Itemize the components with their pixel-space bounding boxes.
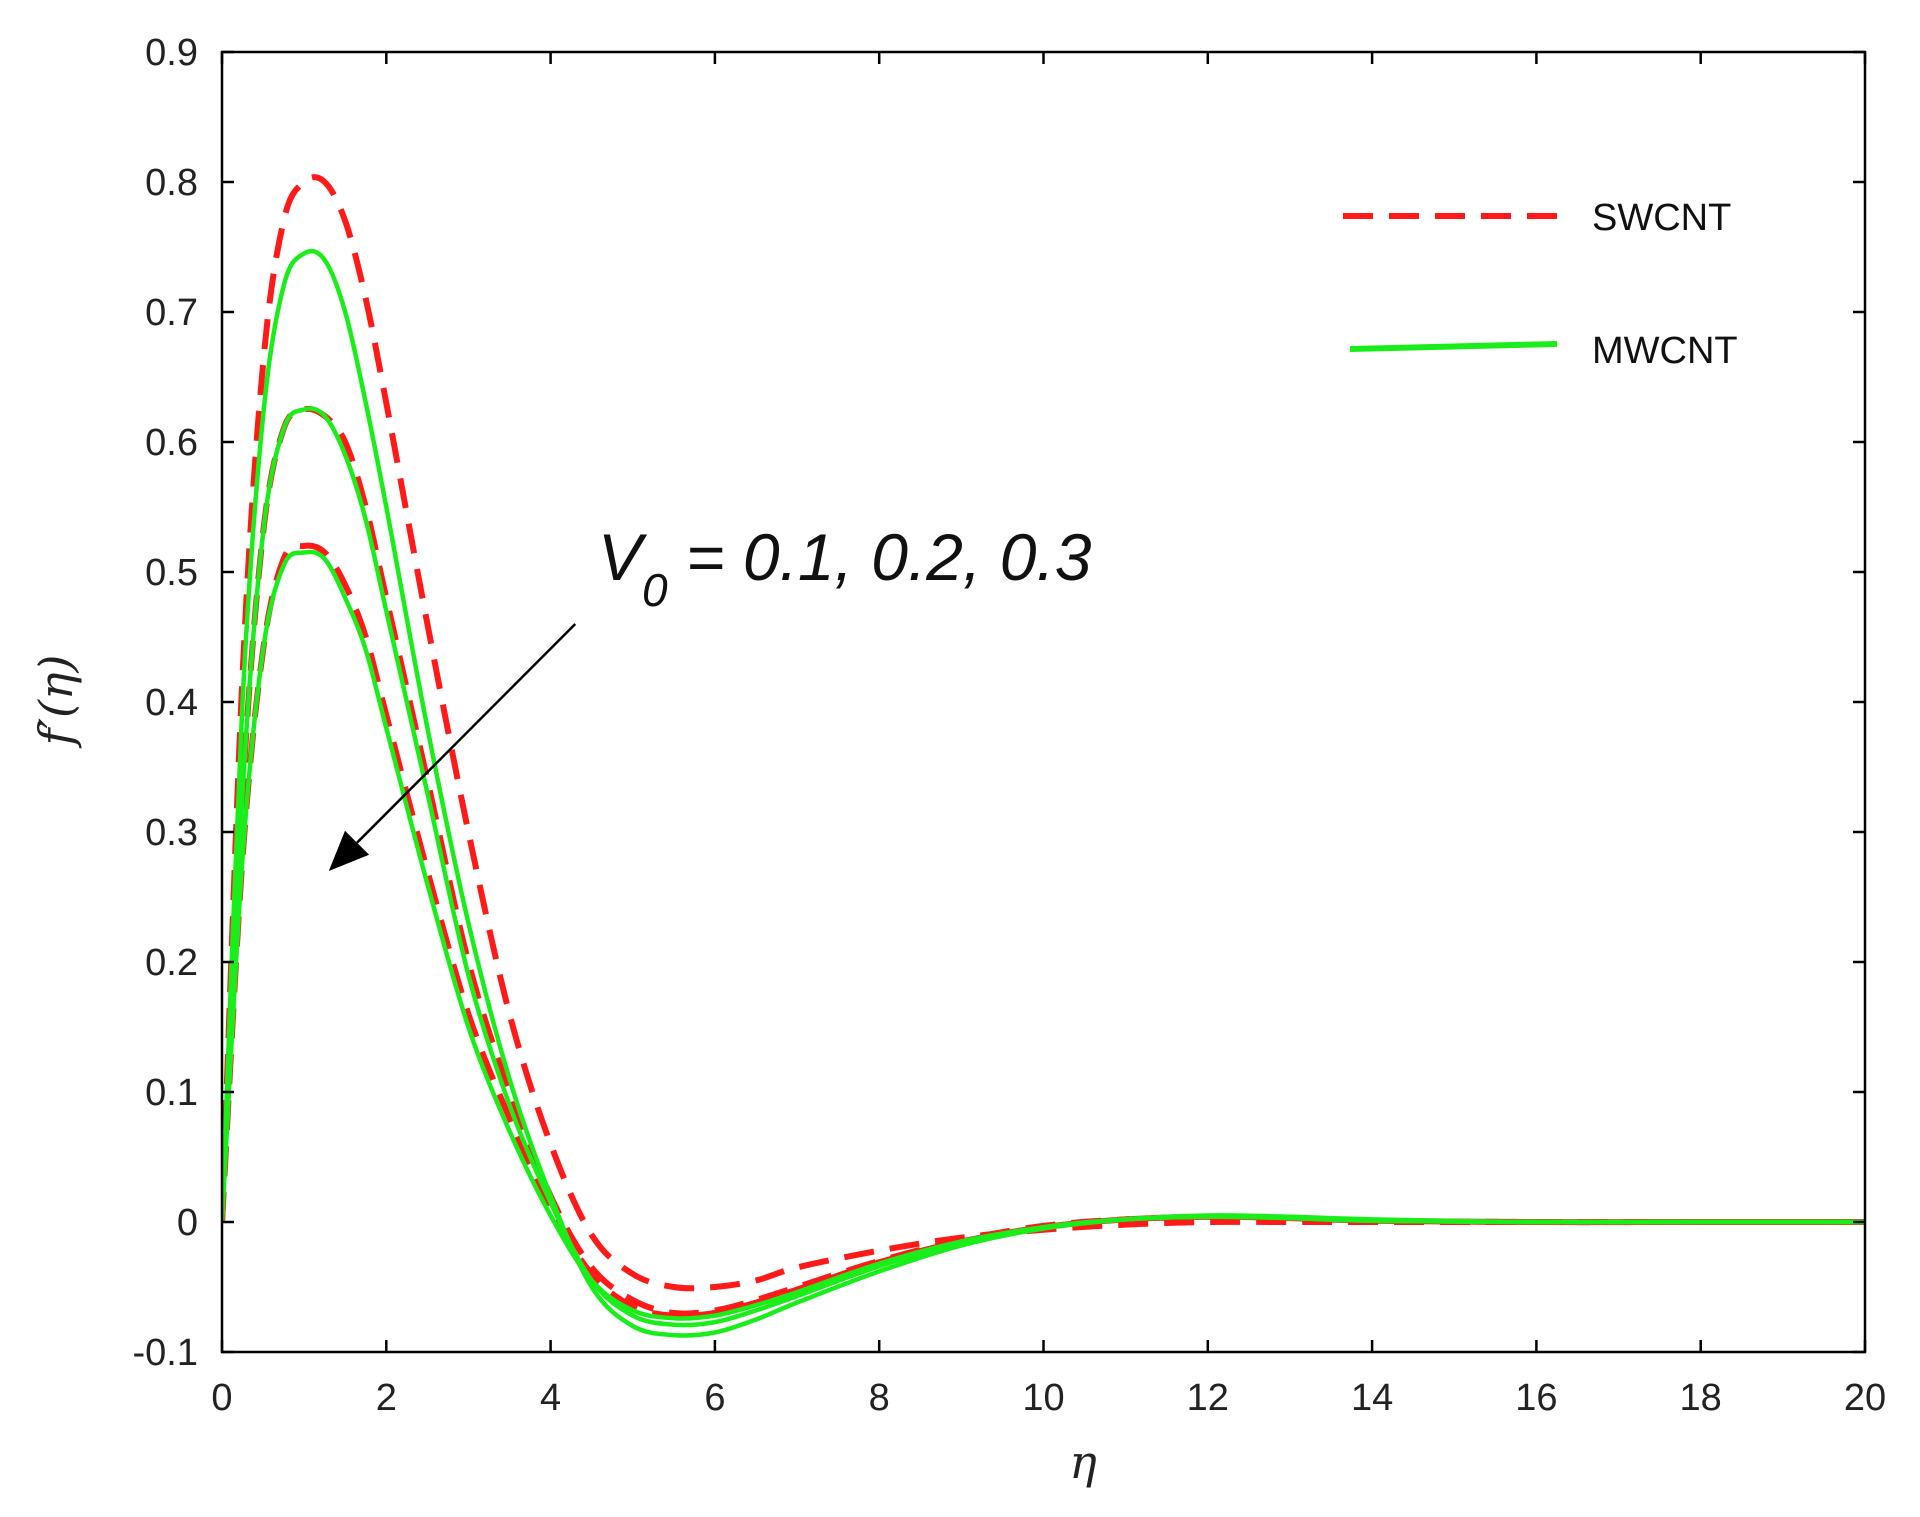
arrow-head: [328, 830, 370, 871]
y-tick-label: 0.1: [145, 1072, 198, 1114]
y-tick-label: -0.1: [133, 1332, 198, 1374]
annotation-arrow: [328, 623, 577, 871]
y-axis-title: f′(η): [29, 655, 83, 749]
series-line-mwcnt-1: [222, 248, 1865, 1338]
y-tick-label: 0.4: [145, 682, 198, 724]
ticks-layer: 0 2 4 6 8 10 12 14 16 18 20 -0.1 0 0.1 0.2 0.3 0.4 0.5 0.6…: [133, 32, 1887, 1419]
y-tick-label: 0.2: [145, 942, 198, 984]
series-layer: [222, 174, 1865, 1338]
x-tick-label: 2: [376, 1377, 397, 1419]
annotation-subscript: 0: [642, 564, 668, 616]
x-tick-label: 0: [211, 1377, 232, 1419]
series-line-mwcnt-3: [222, 549, 1865, 1321]
annotation: V0 = 0.1, 0.2, 0.3: [328, 520, 1092, 871]
x-tick-label: 16: [1515, 1377, 1557, 1419]
y-tick-label: 0.8: [145, 162, 198, 204]
x-tick-label: 14: [1351, 1377, 1393, 1419]
y-tick-label: 0.6: [145, 422, 198, 464]
y-tick-label: 0.9: [145, 32, 198, 74]
x-tick-label: 6: [704, 1377, 725, 1419]
x-tick-label: 20: [1844, 1377, 1886, 1419]
legend-label-mwcnt: MWCNT: [1592, 330, 1738, 372]
annotation-values: = 0.1, 0.2, 0.3: [668, 520, 1092, 594]
y-tick-label: 0.3: [145, 812, 198, 854]
x-tick-label: 12: [1187, 1377, 1229, 1419]
annotation-label: V0 = 0.1, 0.2, 0.3: [598, 520, 1092, 616]
plot-frame: [220, 50, 1867, 1354]
y-tick-label: 0.5: [145, 552, 198, 594]
x-tick-label: 10: [1022, 1377, 1064, 1419]
legend-swatch-mwcnt: [1349, 341, 1558, 352]
x-axis-title: η: [1069, 1435, 1097, 1489]
y-tick-label: 0: [177, 1202, 198, 1244]
legend: SWCNT MWCNT: [1343, 197, 1738, 372]
annotation-symbol: V: [598, 520, 648, 594]
y-tick-label: 0.7: [145, 292, 198, 334]
arrow-shaft: [356, 623, 577, 844]
legend-label-swcnt: SWCNT: [1592, 197, 1731, 239]
x-tick-label: 4: [540, 1377, 561, 1419]
x-tick-label: 8: [869, 1377, 890, 1419]
series-line-swcnt-1: [222, 174, 1865, 1292]
x-tick-label: 18: [1680, 1377, 1722, 1419]
